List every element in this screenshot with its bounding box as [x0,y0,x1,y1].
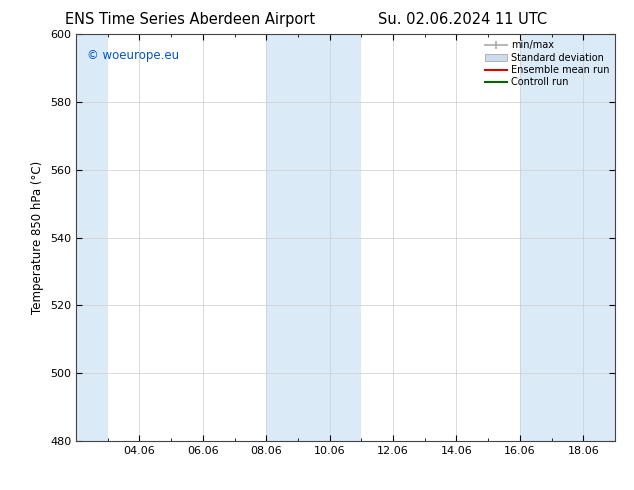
Text: Su. 02.06.2024 11 UTC: Su. 02.06.2024 11 UTC [378,12,547,27]
Bar [60,34,108,441]
Text: ENS Time Series Aberdeen Airport: ENS Time Series Aberdeen Airport [65,12,315,27]
Bar [266,34,361,441]
Y-axis label: Temperature 850 hPa (°C): Temperature 850 hPa (°C) [32,161,44,314]
Bar [520,34,615,441]
Legend: min/max, Standard deviation, Ensemble mean run, Controll run: min/max, Standard deviation, Ensemble me… [481,36,613,91]
Text: © woeurope.eu: © woeurope.eu [87,49,179,62]
